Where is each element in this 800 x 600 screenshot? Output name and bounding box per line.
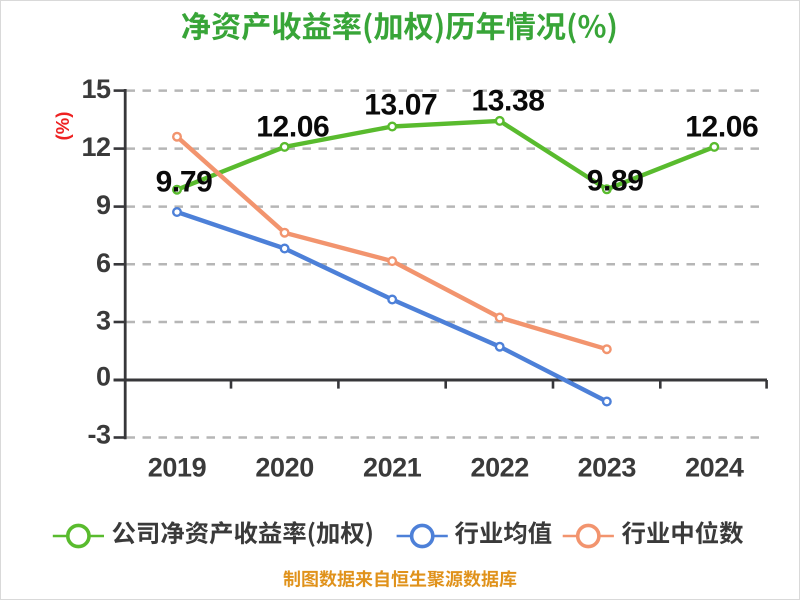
svg-text:9: 9 [96,190,111,220]
svg-text:2021: 2021 [363,453,422,483]
svg-text:2019: 2019 [148,453,207,483]
svg-text:-3: -3 [87,419,110,449]
svg-text:3: 3 [96,306,111,336]
svg-text:2023: 2023 [578,453,637,483]
svg-text:2022: 2022 [470,453,528,483]
svg-text:9.79: 9.79 [156,166,213,199]
svg-text:2024: 2024 [685,453,744,483]
svg-text:0: 0 [96,361,111,391]
svg-text:2020: 2020 [255,453,313,483]
svg-text:9.89: 9.89 [587,165,644,198]
svg-text:13.07: 13.07 [364,89,437,122]
svg-text:6: 6 [96,248,111,278]
svg-text:12: 12 [81,132,110,162]
svg-text:(%): (%) [52,112,73,141]
svg-text:12.06: 12.06 [685,110,758,143]
svg-text:15: 15 [81,74,111,104]
svg-text:13.38: 13.38 [471,84,544,117]
svg-text:12.06: 12.06 [256,110,329,143]
